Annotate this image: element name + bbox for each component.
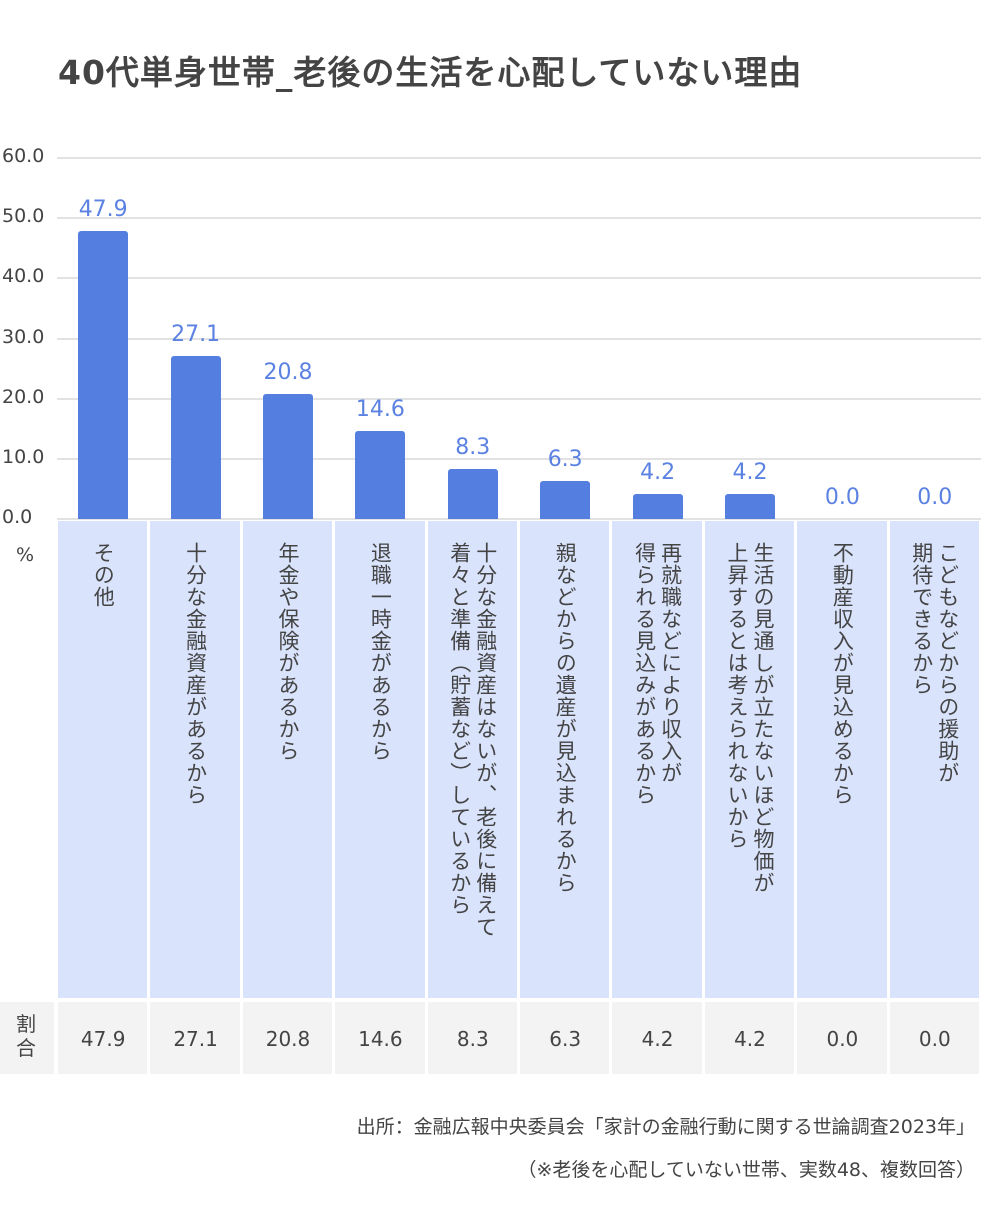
category-cell xyxy=(335,521,425,998)
category-cell xyxy=(520,521,610,998)
bar-value-label: 47.9 xyxy=(78,196,128,222)
bar xyxy=(78,230,129,519)
source-line-1: 出所：金融広報中央委員会「家計の金融行動に関する世論調査2023年」 xyxy=(356,1116,975,1138)
y-tick-label: 10.0 xyxy=(2,445,45,468)
bar-value-label: 6.3 xyxy=(547,447,583,473)
bar-value-label: 20.8 xyxy=(263,359,313,385)
bar xyxy=(447,469,498,519)
bar-value-label: 4.2 xyxy=(732,459,768,485)
table-value: 0.0 xyxy=(918,1027,951,1051)
bar xyxy=(170,355,221,519)
bar xyxy=(355,431,406,519)
category-cell xyxy=(150,521,240,998)
table-cell xyxy=(612,1002,702,1074)
gridline xyxy=(57,277,981,280)
gridline xyxy=(57,518,981,520)
category-label: 不動産収入が見込めるから xyxy=(830,542,855,806)
y-tick-label: 40.0 xyxy=(2,265,45,288)
table-cell xyxy=(242,1002,333,1074)
table-value: 47.9 xyxy=(80,1027,126,1051)
y-tick-label: 50.0 xyxy=(2,205,45,228)
category-cell xyxy=(242,521,333,998)
table-cell xyxy=(335,1002,425,1074)
table-cell xyxy=(704,1002,795,1074)
category-cell xyxy=(889,521,979,998)
category-label: 十分な金融資産はないが、老後に備えて 着々と準備（貯蓄など）しているから xyxy=(447,542,498,938)
table-value: 0.0 xyxy=(826,1027,859,1051)
category-label: 退職一時金があるから xyxy=(368,542,393,762)
bar-value-label: 0.0 xyxy=(917,485,953,510)
chart-title: 40代単身世帯_老後の生活を心配していない理由 xyxy=(58,53,803,92)
category-cell xyxy=(704,521,795,998)
table-value: 4.2 xyxy=(641,1027,674,1051)
category-cell xyxy=(612,521,702,998)
table-value: 20.8 xyxy=(265,1027,311,1051)
bar xyxy=(263,393,313,519)
category-label: 親などからの遺産が見込まれるから xyxy=(553,542,578,894)
y-tick-label: 0.0 xyxy=(2,506,33,528)
bar xyxy=(725,493,775,519)
table-cell xyxy=(427,1002,517,1074)
table-cell xyxy=(150,1002,240,1074)
table-cell xyxy=(58,1002,148,1074)
table-value: 6.3 xyxy=(549,1027,582,1051)
table-cell xyxy=(889,1002,979,1074)
bar xyxy=(540,481,591,519)
category-label: 再就職などにより収入が 得られる見込みがあるから xyxy=(632,542,683,806)
bar-value-label: 27.1 xyxy=(171,321,221,347)
category-cell xyxy=(427,521,517,998)
table-value: 8.3 xyxy=(456,1027,489,1051)
y-axis-unit: % xyxy=(16,544,35,566)
bar-value-label: 14.6 xyxy=(355,397,405,423)
y-tick-label: 20.0 xyxy=(2,385,45,408)
category-cell xyxy=(797,521,887,998)
table-value: 27.1 xyxy=(173,1027,218,1051)
category-label: 年金や保険があるから xyxy=(276,542,300,762)
table-value: 4.2 xyxy=(734,1027,766,1051)
table-row-header: 割合 xyxy=(16,1012,36,1060)
y-tick-label: 30.0 xyxy=(2,325,45,348)
table-value: 14.6 xyxy=(358,1027,403,1051)
source-line-2: （※老後を心配していない世帯、実数48、複数回答） xyxy=(517,1159,975,1181)
bar-value-label: 4.2 xyxy=(640,459,676,485)
gridline xyxy=(57,337,981,340)
bar xyxy=(632,493,683,519)
bar-value-label: 8.3 xyxy=(455,435,491,461)
gridline xyxy=(57,457,981,460)
bar-value-label: 0.0 xyxy=(824,485,860,510)
y-tick-label: 60.0 xyxy=(2,145,45,167)
category-label: 生活の見通しが立たないほど物価が 上昇するとは考えられないから xyxy=(725,542,775,894)
category-label: その他 xyxy=(91,542,116,608)
category-cell xyxy=(58,521,148,998)
table-cell xyxy=(520,1002,610,1074)
category-label: 十分な金融資産があるから xyxy=(183,542,208,806)
gridline xyxy=(57,217,981,220)
gridline xyxy=(57,397,981,400)
table-cell xyxy=(797,1002,887,1074)
gridline xyxy=(57,157,981,159)
category-label: こどもなどからの援助が 期待できるから xyxy=(909,542,960,784)
